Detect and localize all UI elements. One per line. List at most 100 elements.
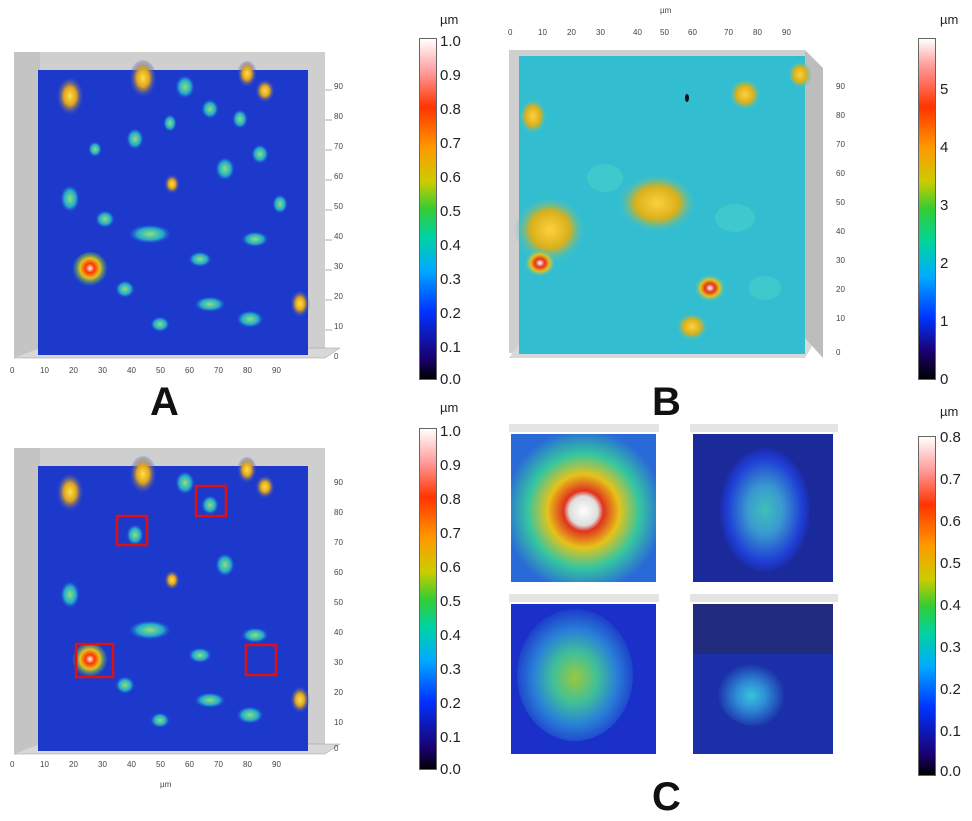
colorbar-tick: 0.7 bbox=[940, 471, 961, 488]
colorbar-tick: 1 bbox=[940, 313, 949, 330]
x-axis-a: 0 10 20 30 40 50 60 70 80 90 bbox=[10, 366, 310, 378]
region-highlight-boxes bbox=[74, 484, 278, 679]
colorbar-a2-ticks: 1.0 0.9 0.8 0.7 0.6 0.5 0.4 0.3 0.2 0.1 … bbox=[440, 423, 480, 778]
x-tick: 0 bbox=[10, 760, 15, 769]
colorbar-tick: 0.6 bbox=[940, 513, 961, 530]
colorbar-tick: 0.1 bbox=[940, 723, 961, 740]
y-tick: 70 bbox=[334, 538, 343, 547]
highlight-box bbox=[244, 643, 278, 677]
x-tick: 70 bbox=[724, 28, 733, 37]
surface-features-a2 bbox=[56, 456, 310, 729]
highlight-box bbox=[115, 514, 149, 547]
x-tick: 80 bbox=[243, 760, 252, 769]
colorbar-a-unit: µm bbox=[440, 12, 459, 27]
y-tick: 60 bbox=[334, 172, 343, 181]
zoom-tile-2 bbox=[690, 424, 838, 582]
y-tick: 30 bbox=[836, 256, 845, 265]
y-tick: 20 bbox=[334, 292, 343, 301]
colorbar-tick: 0.3 bbox=[440, 271, 461, 288]
x-axis-a2: 0 10 20 30 40 50 60 70 80 90 bbox=[10, 760, 310, 772]
y-tick: 30 bbox=[334, 658, 343, 667]
colorbar-tick: 5 bbox=[940, 81, 949, 98]
colorbar-tick: 0.7 bbox=[440, 525, 461, 542]
x-tick: 0 bbox=[10, 366, 15, 375]
colorbar-tick: 0.0 bbox=[440, 371, 461, 388]
y-tick: 40 bbox=[334, 628, 343, 637]
colorbar-c-ticks: 0.8 0.7 0.6 0.5 0.4 0.3 0.2 0.1 0.0 bbox=[940, 430, 972, 780]
y-tick: 70 bbox=[334, 142, 343, 151]
y-tick: 0 bbox=[836, 348, 841, 357]
y-tick: 50 bbox=[836, 198, 845, 207]
y-tick: 90 bbox=[334, 82, 343, 91]
colorbar-tick: 0.3 bbox=[440, 661, 461, 678]
surface-map-a bbox=[10, 40, 341, 380]
y-tick: 0 bbox=[334, 744, 339, 753]
y-tick: 40 bbox=[836, 227, 845, 236]
colorbar-a-ticks: 1.0 0.9 0.8 0.7 0.6 0.5 0.4 0.3 0.2 0.1 … bbox=[440, 34, 480, 388]
x-tick: 50 bbox=[156, 760, 165, 769]
colorbar-b-ticks: 5 4 3 2 1 0 bbox=[940, 34, 970, 387]
colorbar-a2-unit: µm bbox=[440, 400, 459, 415]
x-tick: 60 bbox=[185, 366, 194, 375]
x-tick: 40 bbox=[127, 760, 136, 769]
colorbar-b-unit: µm bbox=[940, 12, 959, 27]
colorbar-tick: 0.0 bbox=[940, 763, 961, 780]
surface-map-b bbox=[505, 38, 835, 368]
zoom-tile-3 bbox=[509, 594, 659, 754]
y-tick: 20 bbox=[836, 285, 845, 294]
colorbar-tick: 3 bbox=[940, 197, 949, 214]
highlight-box bbox=[194, 484, 228, 518]
y-tick: 80 bbox=[836, 111, 845, 120]
colorbar-tick: 0.5 bbox=[440, 593, 461, 610]
colorbar-tick: 2 bbox=[940, 255, 949, 272]
x-axis-a2-unit: µm bbox=[160, 780, 172, 789]
colorbar-c-unit: µm bbox=[940, 404, 959, 419]
colorbar-tick: 0.4 bbox=[440, 237, 461, 254]
y-tick: 60 bbox=[836, 169, 845, 178]
x-tick: 20 bbox=[567, 28, 576, 37]
colorbar-tick: 0.2 bbox=[440, 695, 461, 712]
x-tick: 50 bbox=[660, 28, 669, 37]
y-tick: 80 bbox=[334, 508, 343, 517]
y-tick: 10 bbox=[836, 314, 845, 323]
colorbar-c bbox=[918, 436, 936, 776]
x-tick: 60 bbox=[688, 28, 697, 37]
x-tick: 40 bbox=[127, 366, 136, 375]
colorbar-tick: 0.0 bbox=[440, 761, 461, 778]
x-tick: 30 bbox=[98, 366, 107, 375]
colorbar-tick: 0.8 bbox=[940, 429, 961, 446]
y-tick: 0 bbox=[334, 352, 339, 361]
y-tick: 20 bbox=[334, 688, 343, 697]
colorbar-tick: 0.9 bbox=[440, 67, 461, 84]
y-tick: 50 bbox=[334, 202, 343, 211]
y-tick: 90 bbox=[334, 478, 343, 487]
colorbar-tick: 0.1 bbox=[440, 729, 461, 746]
y-axis-a2: 90 80 70 60 50 40 30 20 10 0 bbox=[334, 478, 348, 758]
axis-unit-b: µm bbox=[660, 6, 672, 15]
surface-map-a-svg bbox=[13, 52, 341, 359]
x-tick: 10 bbox=[538, 28, 547, 37]
colorbar-tick: 4 bbox=[940, 139, 949, 156]
colorbar-tick: 1.0 bbox=[440, 423, 461, 440]
x-tick: 90 bbox=[782, 28, 791, 37]
colorbar-tick: 0.8 bbox=[440, 491, 461, 508]
y-tick: 30 bbox=[334, 262, 343, 271]
surface-map-a2-svg bbox=[13, 448, 341, 755]
colorbar-tick: 0.4 bbox=[940, 597, 961, 614]
zoom-tile-4 bbox=[690, 594, 838, 754]
x-tick: 40 bbox=[633, 28, 642, 37]
x-tick: 20 bbox=[69, 366, 78, 375]
zoom-tiles-c bbox=[505, 420, 840, 760]
colorbar-tick: 0.4 bbox=[440, 627, 461, 644]
panel-label-a: A bbox=[150, 380, 179, 424]
x-tick: 60 bbox=[185, 760, 194, 769]
y-tick: 70 bbox=[836, 140, 845, 149]
colorbar-tick: 0.2 bbox=[940, 681, 961, 698]
colorbar-tick: 0.7 bbox=[440, 135, 461, 152]
surface-features-b bbox=[514, 62, 812, 342]
y-tick: 40 bbox=[334, 232, 343, 241]
x-tick: 80 bbox=[753, 28, 762, 37]
x-tick: 10 bbox=[40, 366, 49, 375]
x-tick: 30 bbox=[596, 28, 605, 37]
colorbar-tick: 0.2 bbox=[440, 305, 461, 322]
